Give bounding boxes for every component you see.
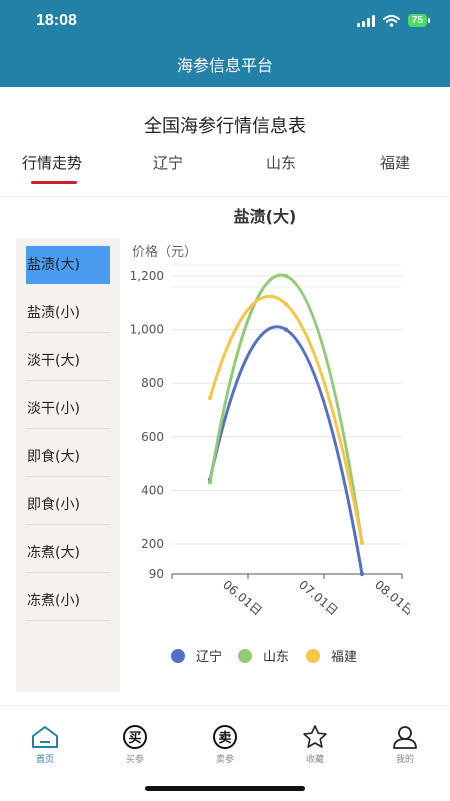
region-tabs: 行情走势 辽宁 山东 福建 xyxy=(0,152,450,182)
nav-buy[interactable]: 买 买参 xyxy=(100,724,170,765)
nav-sell[interactable]: 卖 卖参 xyxy=(190,724,260,765)
sidebar-item-dried-large[interactable]: 淡干(大) xyxy=(26,342,110,381)
bottom-nav: 首页 买 买参 卖 卖参 收藏 我的 xyxy=(0,705,450,801)
sidebar-item-label: 冻煮(小) xyxy=(27,593,80,609)
y-tick-label: 1,200 xyxy=(130,269,164,283)
y-tick-label: 200 xyxy=(141,537,164,551)
sell-icon: 卖 xyxy=(213,725,237,749)
tab-trend[interactable]: 行情走势 xyxy=(22,154,83,172)
home-icon xyxy=(32,726,58,748)
signal-icon xyxy=(356,14,375,27)
y-axis-label: 价格（元） xyxy=(132,244,197,260)
category-sidebar: 盐渍(大) 盐渍(小) 淡干(大) 淡干(小) 即食(大) 即食(小) 冻煮(大… xyxy=(16,238,120,692)
data-point xyxy=(207,395,213,401)
y-tick-label: 400 xyxy=(141,483,164,497)
wifi-icon xyxy=(382,14,400,27)
sidebar-item-label: 淡干(小) xyxy=(27,401,80,417)
status-bar: 18:08 75 xyxy=(0,0,450,44)
home-indicator xyxy=(145,786,305,791)
nav-label: 我的 xyxy=(395,755,414,765)
star-icon xyxy=(303,725,327,748)
legend-marker xyxy=(238,649,252,663)
series-line-1 xyxy=(208,273,364,545)
status-icons: 75 xyxy=(356,14,430,27)
sidebar-item-label: 即食(小) xyxy=(27,497,80,513)
legend-label: 福建 xyxy=(331,650,357,665)
sell-glyph: 卖 xyxy=(218,730,231,746)
nav-home[interactable]: 首页 xyxy=(10,724,80,765)
sidebar-item-label: 即食(大) xyxy=(27,449,80,465)
price-line-chart: 价格（元） 1,200 1,000 800 600 400 200 90 06.01日 07.01… xyxy=(130,244,410,665)
tab-fujian[interactable]: 福建 xyxy=(380,154,411,172)
sidebar-item-frozen-large[interactable]: 冻煮(大) xyxy=(26,534,110,573)
sidebar-item-instant-small[interactable]: 即食(小) xyxy=(26,486,110,525)
nav-label: 首页 xyxy=(35,755,54,765)
y-tick-label: 1,000 xyxy=(130,323,164,337)
x-tick-label: 08.01日 xyxy=(372,578,410,619)
buy-icon: 买 xyxy=(123,725,147,749)
data-point xyxy=(283,273,289,279)
y-tick-label: 600 xyxy=(141,430,164,444)
page-heading: 全国海参行情信息表 xyxy=(144,116,306,137)
sidebar-item-label: 盐渍(小) xyxy=(27,305,80,321)
sidebar-item-salted-large[interactable]: 盐渍(大) xyxy=(26,246,110,284)
nav-label: 收藏 xyxy=(305,755,324,765)
legend-label: 山东 xyxy=(263,650,289,665)
status-time: 18:08 xyxy=(36,12,77,29)
legend-marker xyxy=(306,649,320,663)
active-tab-indicator xyxy=(31,181,77,184)
sidebar-item-instant-large[interactable]: 即食(大) xyxy=(26,438,110,477)
data-point xyxy=(359,540,365,545)
sidebar-item-label: 淡干(大) xyxy=(27,353,80,369)
data-point xyxy=(359,571,365,577)
battery-level: 75 xyxy=(407,14,427,27)
nav-mine[interactable]: 我的 xyxy=(370,724,440,765)
sidebar-item-dried-small[interactable]: 淡干(小) xyxy=(26,390,110,429)
data-point xyxy=(283,327,289,332)
battery-icon: 75 xyxy=(407,14,430,27)
legend-label: 辽宁 xyxy=(196,649,222,665)
divider xyxy=(0,196,450,197)
x-tick-label: 07.01日 xyxy=(296,578,341,619)
data-point xyxy=(283,301,289,307)
nav-label: 买参 xyxy=(125,755,144,765)
tab-liaoning[interactable]: 辽宁 xyxy=(153,154,184,172)
sidebar-item-frozen-small[interactable]: 冻煮(小) xyxy=(26,582,110,621)
nav-label: 卖参 xyxy=(215,755,234,765)
legend-marker xyxy=(171,649,185,663)
chart-title: 盐渍(大) xyxy=(233,207,297,226)
y-tick-label: 800 xyxy=(141,376,164,390)
data-point xyxy=(207,480,213,485)
series-line-0 xyxy=(208,325,364,576)
user-icon xyxy=(393,726,417,749)
sidebar-item-label: 冻煮(大) xyxy=(27,545,80,561)
sidebar-item-salted-small[interactable]: 盐渍(小) xyxy=(26,294,110,333)
nav-favorites[interactable]: 收藏 xyxy=(280,724,350,765)
x-tick-label: 06.01日 xyxy=(220,578,265,619)
tab-shandong[interactable]: 山东 xyxy=(266,154,297,172)
buy-glyph: 买 xyxy=(128,731,141,746)
sidebar-item-label: 盐渍(大) xyxy=(27,257,80,273)
y-tick-label: 90 xyxy=(149,567,164,581)
app-title: 海参信息平台 xyxy=(0,44,450,87)
